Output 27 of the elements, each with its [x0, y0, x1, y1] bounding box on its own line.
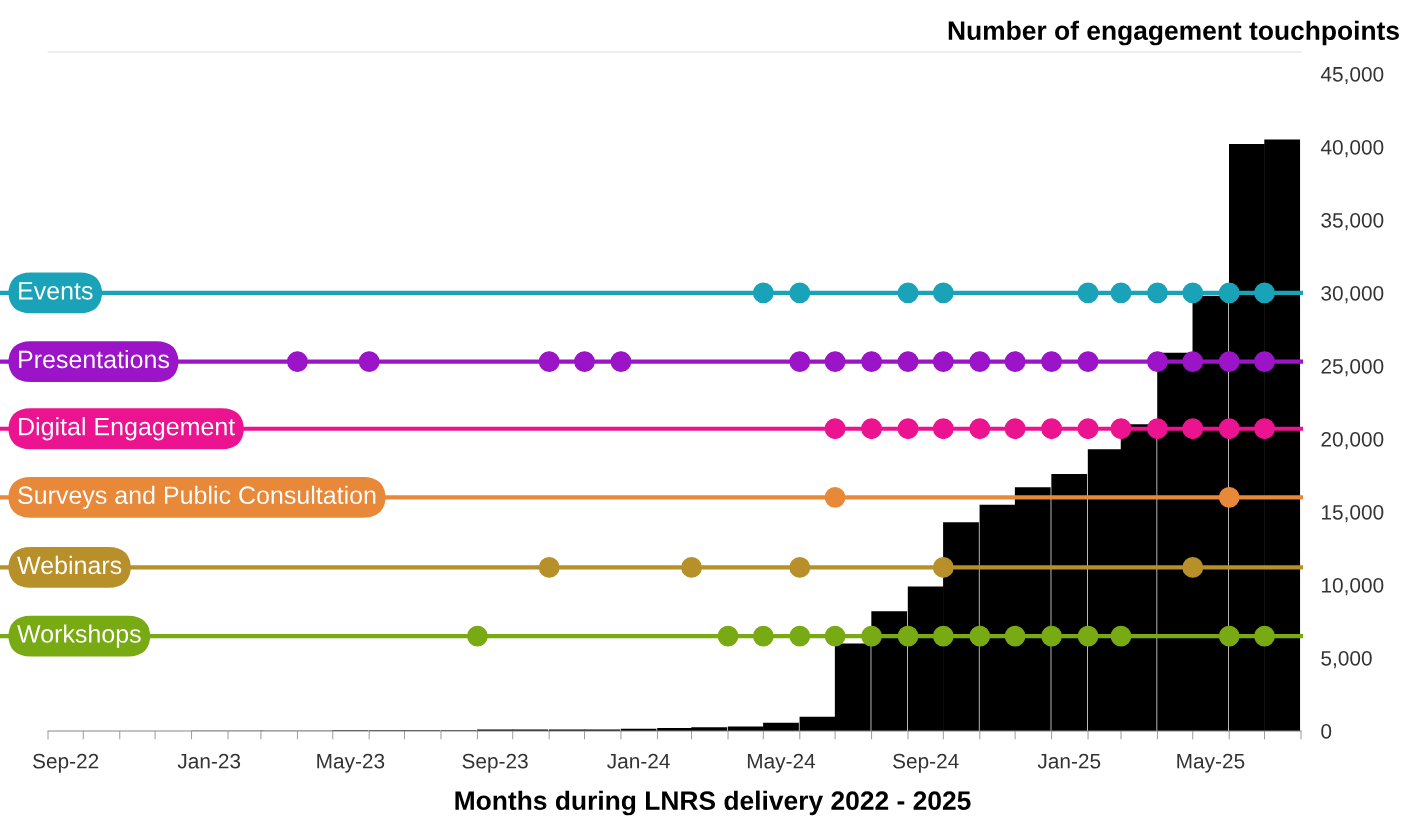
x-tick-label: Sep-24: [893, 753, 959, 773]
y-tick-label: 0: [1321, 724, 1332, 739]
y-axis-title: Number of engagement touchpoints: [948, 20, 1399, 46]
x-tick-label: May-25: [1177, 753, 1245, 773]
x-tick-label: May-24: [747, 753, 816, 773]
y-tick-label: 35,000: [1321, 212, 1384, 231]
x-tick-label: Sep-22: [33, 753, 99, 773]
x-axis-title: Months during LNRS delivery 2022 - 2025: [455, 790, 971, 816]
x-tick-label: Jan-25: [1037, 753, 1101, 769]
y-tick-label: 45,000: [1320, 66, 1384, 85]
y-tick-label: 40,000: [1320, 139, 1384, 158]
y-tick-label: 20,000: [1321, 431, 1384, 450]
y-tick-label: 25,000: [1321, 358, 1384, 377]
ref-line-label: Surveys and Public Consultation: [18, 485, 376, 510]
y-tick-label: 10,000: [1322, 577, 1384, 596]
ref-line-label: Workshops: [17, 624, 141, 648]
y-tick-label: 5,000: [1321, 650, 1372, 669]
x-tick-label: Jan-24: [607, 753, 670, 769]
y-tick-label: 30,000: [1321, 285, 1384, 304]
ref-line-label: Webinars: [17, 555, 122, 575]
y-tick-label: 15,000: [1322, 504, 1384, 523]
x-tick-label: May-23: [317, 753, 385, 773]
x-tick-label: Jan-23: [177, 753, 241, 769]
ref-line-label: Presentations: [19, 349, 169, 369]
x-tick-label: Sep-23: [462, 753, 528, 773]
ref-line-label: Digital Engagement: [19, 417, 236, 441]
ref-line-label: Events: [19, 282, 93, 300]
